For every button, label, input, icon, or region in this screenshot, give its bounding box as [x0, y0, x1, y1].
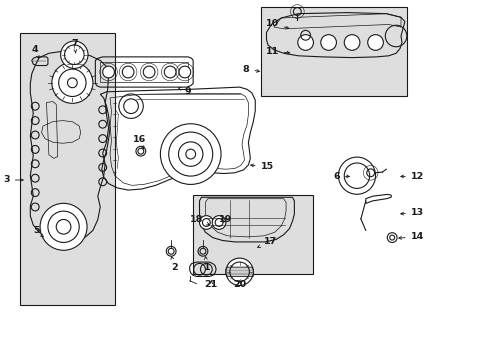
Circle shape — [178, 142, 203, 166]
Circle shape — [212, 216, 225, 229]
Text: 4: 4 — [32, 45, 39, 59]
Text: 12: 12 — [400, 172, 423, 181]
Text: 10: 10 — [265, 19, 288, 29]
Circle shape — [215, 219, 223, 226]
Text: 3: 3 — [3, 175, 23, 184]
Circle shape — [52, 62, 93, 103]
Bar — [20, 33, 115, 305]
Text: 17: 17 — [257, 238, 277, 248]
Circle shape — [344, 35, 359, 50]
Text: 6: 6 — [332, 172, 348, 181]
Circle shape — [185, 149, 195, 159]
Bar — [260, 7, 407, 96]
Text: 16: 16 — [132, 135, 146, 149]
Text: 15: 15 — [250, 162, 273, 171]
Text: 18: 18 — [189, 215, 209, 225]
Circle shape — [179, 66, 190, 78]
Text: 7: 7 — [71, 39, 78, 53]
Bar — [193, 195, 312, 274]
Circle shape — [338, 157, 375, 194]
Text: 19: 19 — [219, 215, 232, 224]
Circle shape — [67, 78, 77, 88]
Text: 2: 2 — [171, 256, 178, 271]
Circle shape — [160, 124, 221, 184]
Text: 20: 20 — [233, 280, 245, 289]
Circle shape — [199, 216, 213, 229]
Circle shape — [320, 35, 336, 50]
Circle shape — [225, 258, 253, 285]
Circle shape — [56, 220, 71, 234]
Circle shape — [61, 41, 88, 68]
Circle shape — [40, 203, 87, 250]
Circle shape — [229, 262, 249, 282]
Text: 8: 8 — [242, 65, 259, 74]
Text: 5: 5 — [33, 226, 43, 237]
Circle shape — [202, 219, 210, 226]
Circle shape — [102, 66, 114, 78]
Circle shape — [59, 69, 86, 96]
Circle shape — [344, 163, 369, 188]
Circle shape — [48, 211, 79, 242]
Text: 11: 11 — [265, 46, 289, 55]
Text: 13: 13 — [400, 208, 423, 217]
Circle shape — [122, 66, 134, 78]
Text: 1: 1 — [203, 256, 210, 271]
Circle shape — [367, 35, 383, 50]
Text: 21: 21 — [204, 280, 218, 289]
Circle shape — [168, 132, 212, 176]
Circle shape — [64, 45, 84, 64]
Circle shape — [143, 66, 155, 78]
Circle shape — [297, 35, 313, 50]
Text: 9: 9 — [178, 87, 191, 96]
Text: 14: 14 — [398, 233, 423, 242]
Circle shape — [164, 66, 176, 78]
